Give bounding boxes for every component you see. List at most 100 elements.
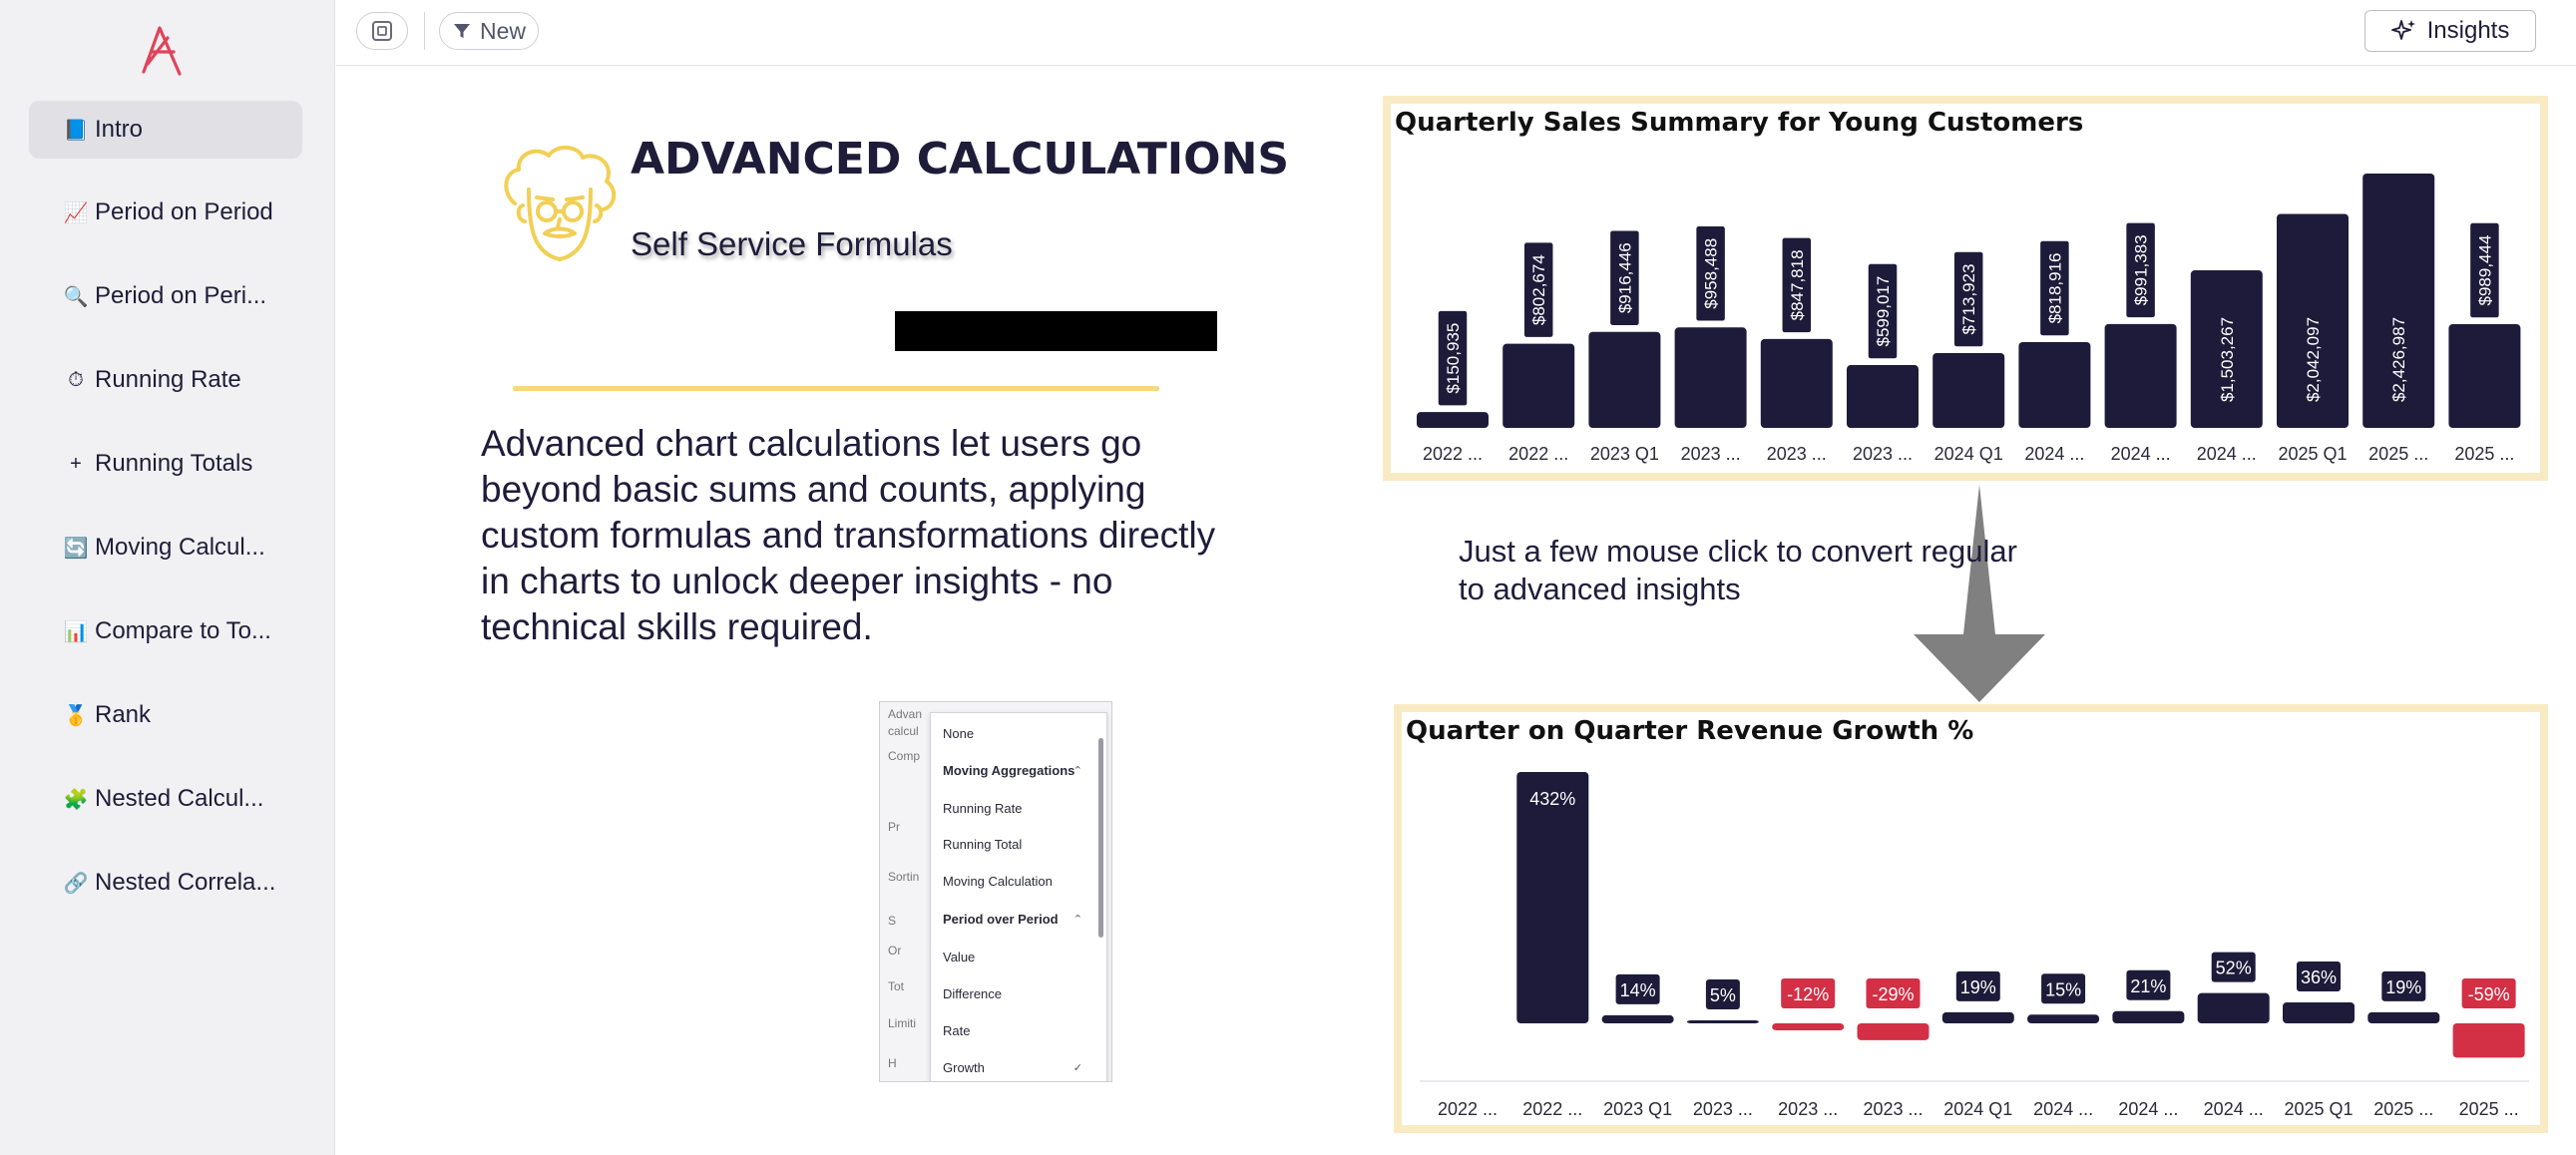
growth-bar[interactable] [2197,992,2270,1023]
x-tick-label: 2022 ... [1508,444,1568,464]
x-tick-label: 2024 Q1 [1943,1099,2012,1119]
sidebar-item-8[interactable]: 🧩 Nested Calcul... [29,770,302,828]
dropdown-option[interactable]: Value [943,950,976,964]
sidebar-item-icon: 🧩 [63,788,89,811]
sales-bar[interactable] [1417,412,1489,428]
sidebar-item-0[interactable]: 📘 Intro [29,101,302,159]
sidebar: 📘 Intro 📈 Period on Period 🔍 Period on Peri..… [0,0,335,1155]
data-label: $150,935 [1444,323,1463,394]
dropdown-option[interactable]: Running Total [943,837,1023,852]
growth-bar[interactable] [2283,1002,2355,1023]
top-toolbar: New Insights [336,0,2576,66]
chart-title: Quarter on Quarter Revenue Growth % [1406,716,1974,746]
dropdown-option[interactable]: Moving Calculation [943,874,1053,889]
background-label: S [888,914,897,928]
dropdown-option[interactable]: Running Rate [943,801,1023,816]
sidebar-item-1[interactable]: 📈 Period on Period [29,184,302,241]
sales-bar[interactable] [2104,323,2177,428]
dropdown-background-panel: Advan calcul Comp Pr Sortin S Or Tot Limiti H [880,702,940,1081]
layout-toggle-button[interactable] [356,12,408,50]
sales-bar[interactable] [2448,324,2521,428]
filter-icon [453,24,470,38]
dropdown-option[interactable]: Period over Period [943,912,1059,927]
page-subtitle: Self Service Formulas [631,225,953,262]
growth-bar[interactable] [1601,1014,1674,1023]
background-label: Sortin [888,870,920,884]
data-label: $1,503,267 [2218,317,2237,402]
page-title: ADVANCED CALCULATIONS [631,134,1290,185]
sales-bar[interactable] [1674,327,1747,428]
data-label: $989,444 [2475,235,2494,306]
data-label: $916,446 [1615,242,1634,313]
sales-bar[interactable] [1588,331,1661,428]
sales-bar[interactable] [1847,365,1919,428]
sidebar-item-5[interactable]: 🔄 Moving Calcul... [29,519,302,577]
growth-bar[interactable] [1686,1020,1759,1023]
sidebar-item-label: Nested Calcul... [95,785,264,812]
x-tick-label: 2025 Q1 [2278,444,2347,464]
dropdown-option[interactable]: Growth [943,1060,985,1075]
toolbar-divider [424,12,425,50]
new-filter-button[interactable]: New [439,12,539,50]
growth-bar[interactable] [1941,1011,2014,1023]
growth-bar[interactable] [2027,1014,2100,1023]
data-label: $2,042,097 [2304,317,2323,402]
sales-bar[interactable] [1503,343,1575,428]
data-label-badge [1615,973,1660,1004]
dropdown-option[interactable]: Difference [943,986,1003,1001]
sidebar-item-7[interactable]: 🥇 Rank [29,686,302,744]
background-label: Tot [888,979,905,993]
sidebar-item-label: Intro [95,116,144,143]
sales-bar[interactable] [2362,174,2435,428]
data-label: 21% [2130,976,2166,996]
insights-button[interactable]: Insights [2364,10,2536,52]
x-tick-label: 2024 ... [2197,444,2257,464]
dropdown-option[interactable]: None [943,726,975,741]
x-tick-label: 2024 ... [2111,444,2171,464]
sales-bar[interactable] [2277,213,2349,428]
data-label-badge [2041,973,2086,1004]
growth-bar[interactable] [1516,772,1589,1023]
x-tick-label: 2023 Q1 [1590,444,1659,464]
sales-bar[interactable] [2190,270,2263,428]
growth-bar[interactable] [1772,1023,1845,1030]
growth-bar[interactable] [2112,1010,2185,1023]
data-label-badge [2126,969,2171,1000]
sidebar-item-label: Compare to To... [95,617,271,644]
quarterly-sales-plot: $150,935 2022 ... $802,674 2022 ... $916,446… [1417,174,2521,464]
growth-bar[interactable] [1857,1023,1930,1040]
sidebar-item-9[interactable]: 🔗 Nested Correla... [29,854,302,912]
x-tick-label: 2024 ... [2118,1099,2178,1119]
sales-bar[interactable] [1932,352,2005,428]
x-tick-label: 2023 ... [1681,444,1741,464]
sidebar-item-icon: 📊 [63,620,89,643]
data-label-badge [2297,962,2341,991]
x-tick-label: 2023 ... [1853,444,1913,464]
data-label: -29% [1872,984,1914,1004]
sidebar-item-label: Running Rate [95,366,241,393]
sales-bar[interactable] [1760,338,1833,428]
sales-bar[interactable] [2018,341,2091,428]
sidebar-item-icon: 📈 [63,201,89,224]
x-tick-label: 2023 Q1 [1603,1099,1672,1119]
sidebar-item-3[interactable]: ⏱ Running Rate [29,351,302,409]
redacted-block [895,311,1217,351]
sidebar-item-6[interactable]: 📊 Compare to To... [29,602,302,660]
dropdown-option[interactable]: Rate [943,1023,971,1038]
sidebar-item-icon: 🔍 [63,285,89,308]
app-logo-icon[interactable] [138,22,186,78]
sidebar-item-label: Rank [95,701,152,728]
sidebar-item-icon: ⏱ [68,368,84,391]
x-tick-label: 2025 ... [2454,444,2514,464]
down-arrow-icon [1914,485,2045,702]
x-tick-label: 2022 ... [1438,1099,1498,1119]
data-label-badge [1437,309,1469,407]
checkmark-icon: ✓ [1073,1062,1082,1074]
sidebar-item-2[interactable]: 🔍 Period on Peri... [29,267,302,325]
growth-bar[interactable] [2367,1011,2440,1023]
dropdown-option[interactable]: Moving Aggregations [943,763,1075,778]
sidebar-item-label: Period on Period [95,198,273,225]
data-label-badge [2468,221,2501,319]
sidebar-item-4[interactable]: + Running Totals [29,435,302,493]
growth-bar[interactable] [2452,1023,2525,1058]
